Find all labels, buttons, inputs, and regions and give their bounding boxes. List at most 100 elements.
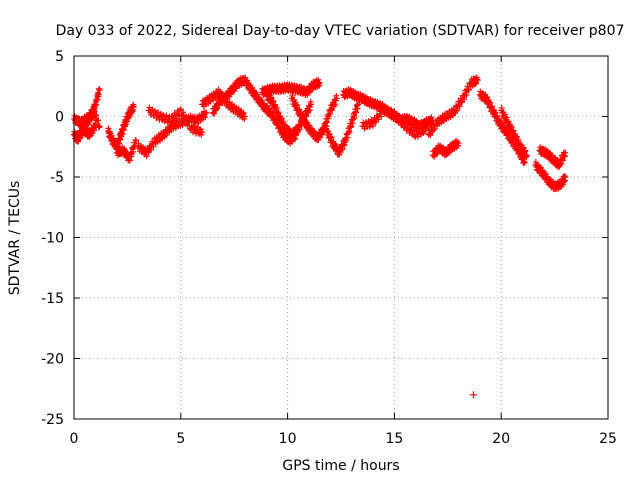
data-point — [458, 99, 465, 106]
data-point — [95, 117, 102, 124]
data-point — [505, 118, 512, 125]
y-tick-label: -10 — [41, 231, 64, 247]
data-point — [474, 77, 481, 84]
data-point — [515, 136, 522, 143]
x-tick-label: 10 — [279, 431, 297, 447]
x-tick-label: 25 — [599, 431, 617, 447]
data-point — [282, 123, 289, 130]
data-point — [240, 110, 247, 117]
data-point — [92, 102, 99, 109]
data-point — [92, 111, 99, 118]
data-point — [301, 115, 308, 122]
data-point — [429, 117, 436, 124]
data-point — [348, 123, 355, 130]
data-point — [94, 97, 101, 104]
data-series — [532, 159, 569, 193]
data-point — [154, 109, 161, 116]
data-point — [120, 127, 127, 134]
axis-ticks: 0 5 10 15 20 25 5 0 -5 -10 -15 -20 -25 — [41, 49, 617, 447]
data-point — [130, 103, 137, 110]
data-point — [303, 119, 310, 126]
data-point — [143, 153, 150, 160]
data-points — [71, 74, 569, 399]
y-axis-label: SDTVAR / TECUs — [7, 181, 23, 296]
data-point — [132, 137, 139, 144]
data-point — [469, 391, 477, 399]
data-point — [95, 91, 102, 98]
data-point — [175, 111, 182, 118]
data-point — [393, 110, 400, 117]
data-point — [456, 103, 463, 110]
x-axis-label: GPS time / hours — [282, 458, 399, 474]
data-point — [177, 106, 184, 113]
data-series — [263, 88, 315, 140]
plot-frame — [73, 55, 609, 420]
data-point — [115, 140, 122, 147]
data-point — [240, 109, 247, 116]
data-series — [359, 105, 430, 141]
data-point — [90, 106, 97, 113]
data-point — [455, 140, 462, 147]
data-point — [222, 94, 229, 101]
data-point — [415, 133, 422, 140]
data-point — [183, 113, 190, 120]
y-tick-label: -20 — [41, 352, 64, 368]
data-point — [329, 107, 336, 114]
data-point — [289, 92, 296, 99]
data-series — [425, 74, 481, 139]
data-point — [489, 103, 496, 110]
data-point — [366, 123, 373, 130]
data-point — [534, 161, 541, 168]
x-tick-label: 15 — [385, 431, 403, 447]
data-series — [288, 92, 340, 144]
data-point — [561, 178, 568, 185]
data-point — [167, 118, 174, 125]
data-point — [522, 147, 529, 154]
data-point — [460, 96, 467, 103]
data-point — [121, 122, 128, 129]
data-point — [202, 114, 209, 121]
data-point — [298, 110, 305, 117]
data-point — [316, 79, 323, 86]
data-point — [219, 91, 226, 98]
data-point — [370, 122, 377, 129]
data-point — [443, 152, 450, 159]
data-point — [93, 112, 100, 119]
data-point — [559, 157, 566, 164]
data-series — [323, 101, 362, 158]
y-tick-label: 0 — [55, 110, 64, 126]
data-point — [346, 129, 353, 136]
data-point — [341, 142, 348, 149]
data-point — [444, 149, 451, 156]
x-tick-label: 5 — [176, 431, 185, 447]
data-point — [498, 104, 505, 111]
data-point — [308, 125, 315, 132]
chart-title: Day 033 of 2022, Sidereal Day-to-day VTE… — [56, 23, 625, 39]
data-point — [213, 106, 220, 113]
data-series — [498, 104, 530, 160]
data-point — [510, 127, 517, 134]
data-point — [306, 122, 313, 129]
data-point — [353, 109, 360, 116]
data-point — [517, 141, 524, 148]
data-point — [306, 89, 313, 96]
data-point — [562, 149, 569, 156]
data-point — [324, 119, 331, 126]
data-point — [385, 105, 392, 112]
data-point — [308, 101, 315, 108]
data-point — [74, 138, 81, 145]
data-point — [507, 122, 514, 129]
data-point — [333, 95, 340, 102]
data-point — [431, 126, 438, 133]
data-point — [147, 146, 154, 153]
data-point — [126, 157, 133, 164]
data-point — [129, 106, 136, 113]
data-point — [327, 133, 334, 140]
data-point — [463, 91, 470, 98]
data-point — [150, 143, 157, 150]
data-point — [454, 107, 461, 114]
data-point — [163, 112, 170, 119]
data-point — [199, 129, 206, 136]
data-series — [476, 88, 528, 167]
